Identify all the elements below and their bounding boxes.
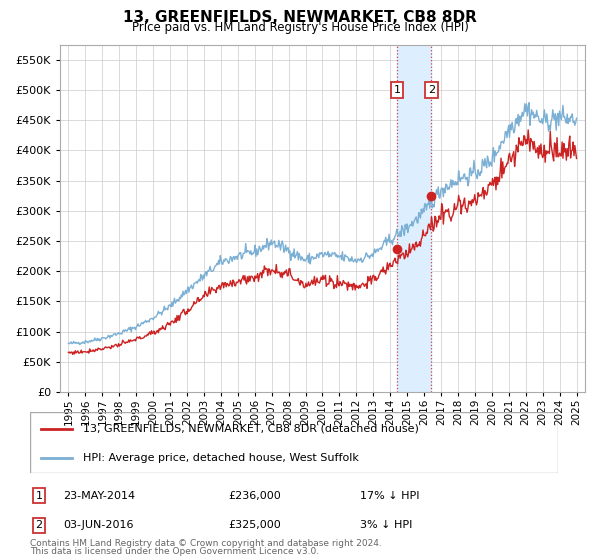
Text: 1: 1 bbox=[394, 85, 400, 95]
Text: 17% ↓ HPI: 17% ↓ HPI bbox=[360, 491, 419, 501]
Text: 2: 2 bbox=[428, 85, 435, 95]
Text: Price paid vs. HM Land Registry's House Price Index (HPI): Price paid vs. HM Land Registry's House … bbox=[131, 21, 469, 34]
Text: 03-JUN-2016: 03-JUN-2016 bbox=[63, 520, 133, 530]
Text: 2: 2 bbox=[35, 520, 43, 530]
Bar bbox=[397, 45, 431, 392]
Text: This data is licensed under the Open Government Licence v3.0.: This data is licensed under the Open Gov… bbox=[30, 547, 319, 556]
Text: 3% ↓ HPI: 3% ↓ HPI bbox=[360, 520, 412, 530]
Text: 13, GREENFIELDS, NEWMARKET, CB8 8DR (detached house): 13, GREENFIELDS, NEWMARKET, CB8 8DR (det… bbox=[83, 424, 419, 434]
Text: £325,000: £325,000 bbox=[228, 520, 281, 530]
Text: 23-MAY-2014: 23-MAY-2014 bbox=[63, 491, 135, 501]
Text: 1: 1 bbox=[35, 491, 43, 501]
Text: £236,000: £236,000 bbox=[228, 491, 281, 501]
Text: 13, GREENFIELDS, NEWMARKET, CB8 8DR: 13, GREENFIELDS, NEWMARKET, CB8 8DR bbox=[123, 10, 477, 25]
Text: Contains HM Land Registry data © Crown copyright and database right 2024.: Contains HM Land Registry data © Crown c… bbox=[30, 539, 382, 548]
Text: HPI: Average price, detached house, West Suffolk: HPI: Average price, detached house, West… bbox=[83, 453, 359, 463]
